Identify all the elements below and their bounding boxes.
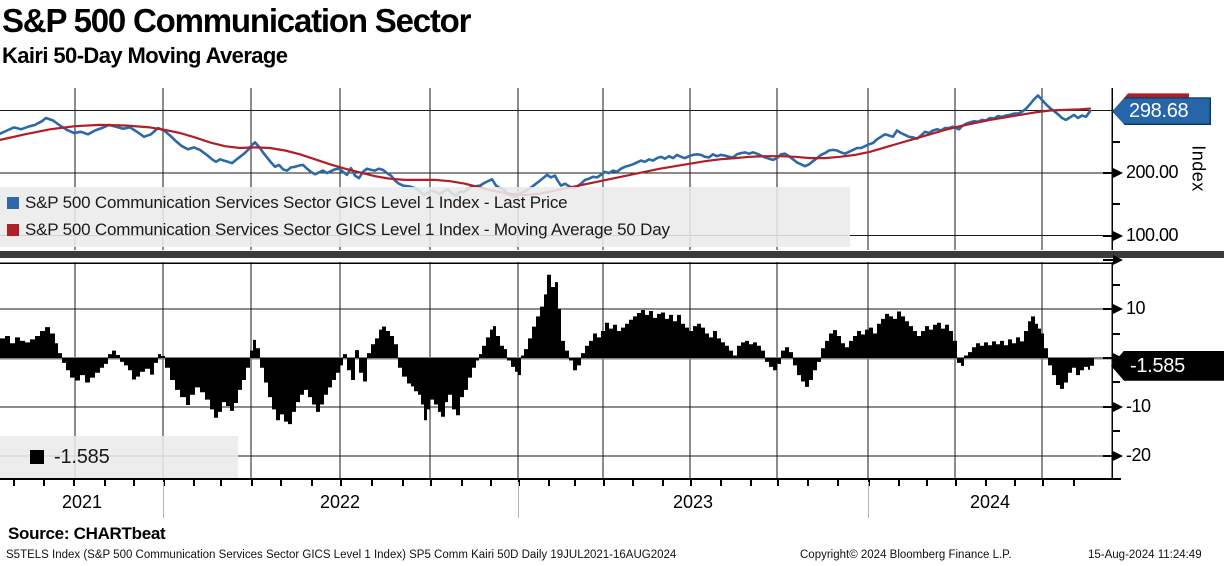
footer-disclaimer: S5TELS Index (S&P 500 Communication Serv…	[6, 549, 677, 561]
x-month-tick	[461, 480, 463, 486]
last-price-swatch-icon	[7, 196, 19, 209]
x-month-tick	[251, 480, 253, 486]
x-month-tick	[73, 480, 75, 486]
y-tick-label: -10	[1126, 395, 1151, 416]
last-price-line	[0, 94, 1092, 199]
x-month-tick	[985, 480, 987, 486]
x-month-tick	[690, 480, 692, 486]
x-month-tick	[662, 480, 664, 486]
x-month-tick	[280, 480, 282, 486]
x-year-label: 2022	[319, 492, 361, 512]
moving-average-swatch-icon	[7, 223, 19, 236]
x-month-tick	[574, 480, 576, 486]
x-month-tick	[163, 480, 165, 486]
x-month-tick	[603, 480, 605, 486]
kairi-swatch-icon	[30, 450, 44, 464]
kairi-legend-value: -1.585	[54, 445, 110, 468]
x-month-tick	[898, 480, 900, 486]
x-month-tick	[13, 480, 15, 486]
y-minor-tick	[1113, 140, 1120, 143]
year-separator	[163, 482, 164, 518]
year-separator	[518, 482, 519, 518]
page-title: S&P 500 Communication Sector	[2, 2, 471, 39]
source-note: Source: CHARTbeat	[8, 524, 166, 543]
x-month-tick	[548, 480, 550, 486]
kairi-legend: -1.585	[0, 436, 238, 478]
x-month-tick	[807, 480, 809, 486]
x-month-tick	[430, 480, 432, 486]
kairi-bars	[0, 274, 1094, 425]
footer-copyright: Copyright© 2024 Bloomberg Finance L.P.	[800, 549, 1012, 561]
x-month-tick	[402, 480, 404, 486]
x-month-tick	[193, 480, 195, 486]
page-subtitle: Kairi 50-Day Moving Average	[2, 43, 288, 68]
x-month-tick	[837, 480, 839, 486]
x-month-tick	[490, 480, 492, 486]
x-month-tick	[750, 480, 752, 486]
moving-average-line	[0, 107, 1092, 197]
x-axis-line	[0, 478, 1121, 480]
x-year-label: 2021	[61, 492, 103, 512]
kairi-value-tag: -1.585	[1111, 350, 1224, 381]
panel-divider	[0, 251, 1224, 260]
legend-label-moving-average: S&P 500 Communication Services Sector GI…	[25, 219, 670, 239]
x-month-tick	[868, 480, 870, 486]
x-month-tick	[777, 480, 779, 486]
x-month-tick	[311, 480, 313, 486]
y-tick-label: -20	[1126, 444, 1151, 465]
price-panel-chart	[0, 88, 1113, 250]
axis-tick-arrow-icon	[1113, 304, 1128, 315]
y-minor-tick	[1113, 283, 1120, 286]
x-month-tick	[104, 480, 106, 486]
axis-tick-arrow-icon	[1113, 401, 1128, 412]
legend-row-moving-average: S&P 500 Communication Services Sector GI…	[0, 216, 850, 243]
y-tick-label: 10	[1126, 298, 1146, 319]
top-gridlines	[0, 88, 1113, 250]
price-legend: S&P 500 Communication Services Sector GI…	[0, 187, 850, 247]
x-month-tick	[518, 480, 520, 486]
x-month-tick	[926, 480, 928, 486]
x-month-tick	[133, 480, 135, 486]
legend-label-last-price: S&P 500 Communication Services Sector GI…	[25, 192, 568, 212]
axis-tick-arrow-icon	[1113, 230, 1128, 241]
x-month-tick	[220, 480, 222, 486]
x-month-tick	[340, 480, 342, 486]
kairi-panel-chart	[0, 262, 1113, 478]
y-minor-tick	[1113, 332, 1120, 335]
last-price-tag: 298.68	[1112, 97, 1211, 126]
x-month-tick	[632, 480, 634, 486]
y-tick-label: 200.00	[1126, 162, 1179, 183]
year-separator	[868, 482, 869, 518]
y-minor-tick	[1113, 381, 1120, 384]
y-tick-label: 100.00	[1126, 224, 1179, 245]
x-month-tick	[371, 480, 373, 486]
y-minor-tick	[1113, 203, 1120, 206]
x-month-tick	[43, 480, 45, 486]
x-month-tick	[720, 480, 722, 486]
x-month-tick	[1042, 480, 1044, 486]
y-minor-tick	[1113, 430, 1120, 433]
footer-timestamp: 15-Aug-2024 11:24:49	[1088, 549, 1202, 561]
x-month-tick	[955, 480, 957, 486]
x-year-label: 2024	[969, 492, 1011, 512]
axis-tick-arrow-icon	[1113, 168, 1128, 179]
legend-row-last-price: S&P 500 Communication Services Sector GI…	[0, 189, 850, 216]
axis-tick-arrow-icon	[1113, 450, 1128, 461]
x-year-label: 2023	[672, 492, 714, 512]
x-month-tick	[1014, 480, 1016, 486]
x-month-tick	[1073, 480, 1075, 486]
y-axis-title: Index	[1188, 145, 1209, 192]
